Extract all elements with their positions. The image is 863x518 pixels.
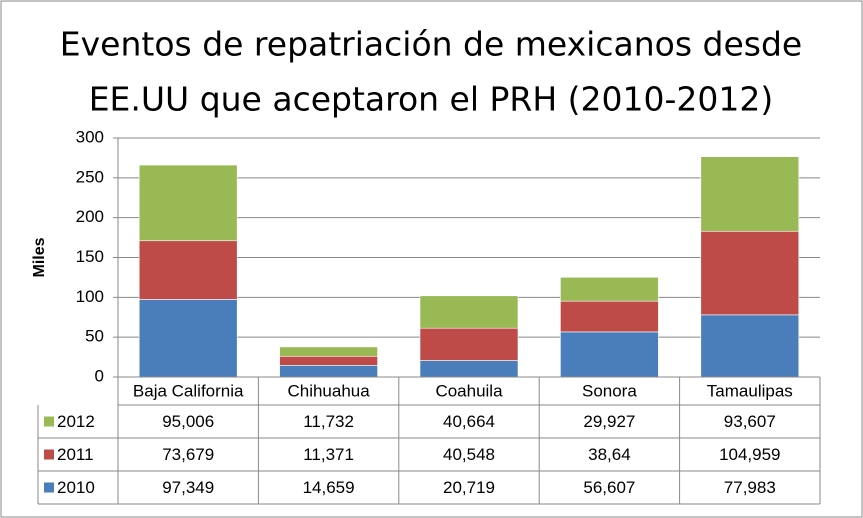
- table-value: 40,664: [443, 412, 495, 431]
- table-value: 29,927: [583, 412, 635, 431]
- y-tick-label: 0: [95, 366, 104, 385]
- table-value: 93,607: [724, 412, 776, 431]
- legend-key: [44, 482, 54, 493]
- table-value: 11,371: [303, 445, 354, 464]
- y-tick-label: 50: [85, 327, 104, 346]
- legend-label: 2010: [57, 478, 95, 497]
- x-tick-label: Coahuila: [435, 381, 503, 400]
- x-tick-label: Sonora: [582, 381, 637, 400]
- legend-key: [44, 416, 54, 427]
- chart-title: Eventos de repatriación de mexicanos des…: [60, 25, 802, 64]
- table-value: 20,719: [443, 478, 495, 497]
- table-value: 77,983: [724, 478, 776, 497]
- legend-label: 2011: [57, 445, 94, 464]
- bar-segment: [419, 360, 519, 378]
- y-tick-label: 200: [76, 207, 104, 226]
- table-value: 73,679: [162, 445, 214, 464]
- bar-segment: [279, 355, 378, 366]
- y-tick-label: 150: [76, 247, 104, 266]
- x-tick-label: Baja California: [133, 381, 244, 400]
- bar-segment: [560, 276, 659, 302]
- bar-segment: [700, 156, 800, 232]
- table-value: 104,959: [719, 445, 780, 464]
- y-tick-label: 100: [76, 287, 104, 306]
- bar-segment: [138, 299, 238, 378]
- bar-segment: [279, 365, 378, 378]
- bar-segment: [138, 240, 238, 300]
- chart-title: EE.UU que aceptaron el PRH (2010-2012): [89, 80, 774, 119]
- table-value: 97,349: [162, 478, 214, 497]
- bar-segment: [138, 164, 238, 242]
- bar-segment: [279, 346, 378, 357]
- table-value: 56,607: [583, 478, 635, 497]
- table-value: 14,659: [303, 478, 355, 497]
- bar-segment: [419, 327, 519, 361]
- bar-segment: [560, 300, 659, 333]
- table-value: 11,732: [303, 412, 354, 431]
- legend-label: 2012: [57, 412, 95, 431]
- bar-segment: [700, 314, 800, 378]
- table-value: 40,548: [443, 445, 495, 464]
- table-value: 95,006: [162, 412, 214, 431]
- x-tick-label: Chihuahua: [287, 381, 370, 400]
- legend-key: [44, 449, 54, 460]
- y-tick-label: 300: [76, 127, 104, 146]
- y-tick-label: 250: [76, 167, 104, 186]
- bar-segment: [419, 295, 519, 329]
- bar-segment: [700, 230, 800, 316]
- y-axis-label: Miles: [31, 237, 48, 277]
- x-tick-label: Tamaulipas: [707, 381, 793, 400]
- table-value: 38,64: [588, 445, 631, 464]
- bar-segment: [560, 331, 659, 378]
